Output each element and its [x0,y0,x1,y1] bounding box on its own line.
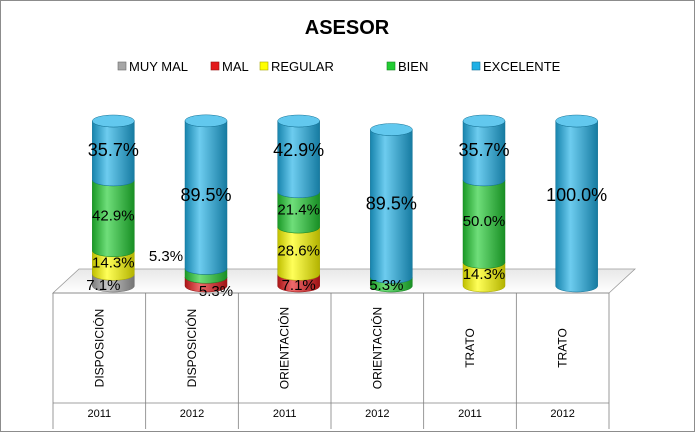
data-label-2-3: 21.4% [277,201,320,218]
year-label-3: 2012 [365,408,389,420]
bar-top-0 [92,114,135,128]
category-label-1: DISPOSICIÓN [184,309,199,388]
year-label-5: 2012 [550,408,574,420]
category-label-4: TRATO [463,328,477,368]
category-axis: DISPOSICIÓN 2011 DISPOSICIÓN 2012 ORIENTACIÓ… [52,292,610,429]
year-label-2: 2011 [273,408,297,420]
data-labels: 7.1% 14.3% 42.9% 35.7% 5.3% 5.3% 89.5% 7.1% 28.6… [86,140,607,300]
floor-plane [51,268,637,294]
data-label-2-4: 42.9% [273,140,324,160]
bar-segment-5-4 [555,120,598,293]
bar-top-3 [370,123,413,136]
category-label-2: ORIENTACIÓN [277,307,292,389]
legend-swatch-4 [471,61,481,71]
legend-label-4: EXCELENTE [483,59,561,74]
data-label-4-2: 14.3% [463,266,506,283]
chart-floor [51,268,637,294]
data-label-0-0: 7.1% [86,277,120,294]
legend-label-0: MUY MAL [129,59,188,74]
data-label-0-4: 35.7% [88,140,139,160]
year-label-0: 2011 [88,408,112,420]
data-label-1-4: 89.5% [180,185,231,205]
data-label-5-4: 100.0% [546,185,607,205]
data-label-3-4: 89.5% [366,194,417,214]
legend-label-2: REGULAR [271,59,334,74]
year-label-4: 2011 [458,408,482,420]
legend-label-3: BIEN [398,59,428,74]
legend-swatch-1 [210,61,220,71]
bar-top-1 [184,114,228,128]
chart-title: ASESOR [305,17,390,39]
category-label-0: DISPOSICIÓN [91,309,106,388]
data-label-2-2: 28.6% [277,243,320,260]
data-label-4-3: 50.0% [463,213,506,230]
chart-bars [92,114,598,293]
data-label-0-3: 42.9% [92,207,135,224]
chart-legend: MUY MAL MAL REGULAR BIEN EXCELENTE [117,59,561,74]
data-label-2-1: 7.1% [282,277,316,294]
legend-swatch-2 [259,61,269,71]
bar-top-5 [555,114,598,128]
year-label-1: 2012 [180,408,204,420]
legend-label-1: MAL [222,59,249,74]
bar-top-2 [277,114,320,128]
category-label-5: TRATO [556,328,570,368]
bar-top-4 [462,114,506,128]
category-label-3: ORIENTACIÓN [369,307,384,389]
data-label-1-1: 5.3% [199,283,233,300]
legend-swatch-3 [386,61,396,71]
legend-swatch-0 [117,61,127,71]
data-label-0-2: 14.3% [92,254,135,271]
data-label-4-4: 35.7% [458,140,509,160]
data-label-3-3: 5.3% [369,277,403,294]
data-label-1-3: 5.3% [149,248,183,265]
